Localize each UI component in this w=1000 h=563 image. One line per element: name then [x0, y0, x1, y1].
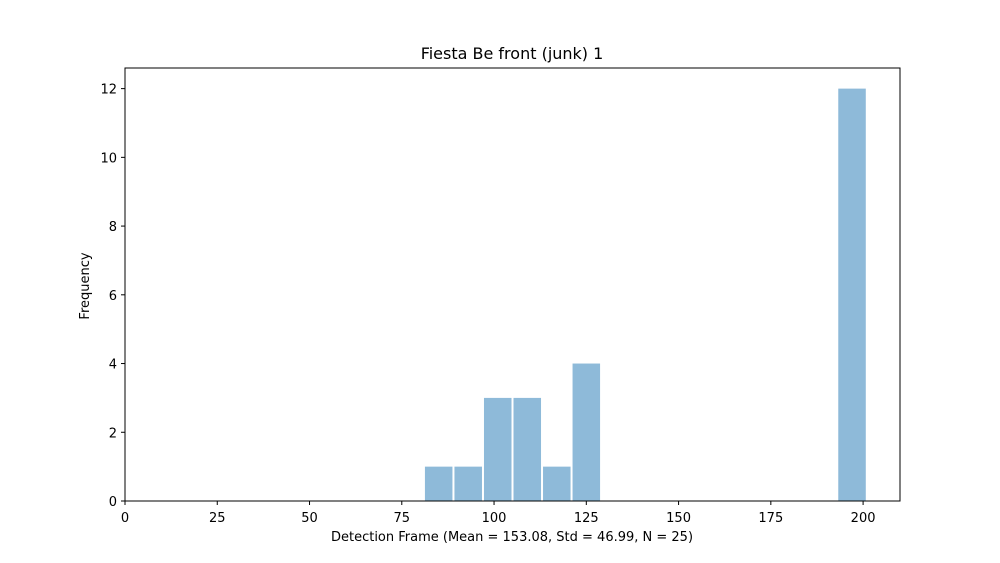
x-tick-label: 125 — [574, 511, 599, 526]
y-axis-ticks: 0 2 4 6 8 10 12 — [100, 83, 125, 510]
x-axis-label: Detection Frame (Mean = 153.08, Std = 46… — [331, 530, 693, 545]
y-tick-label: 8 — [109, 220, 117, 235]
chart-title: Fiesta Be front (junk) 1 — [421, 44, 604, 63]
x-tick-label: 25 — [209, 511, 226, 526]
y-axis-label: Frequency — [78, 252, 93, 319]
plot-frame — [124, 67, 901, 502]
y-tick-label: 6 — [109, 289, 117, 304]
x-tick-label: 175 — [758, 511, 783, 526]
y-tick-label: 12 — [100, 83, 117, 98]
x-tick-label: 50 — [301, 511, 318, 526]
x-tick-label: 200 — [851, 511, 876, 526]
histogram-bar — [513, 397, 542, 501]
bars-group — [424, 88, 866, 501]
y-tick-label: 0 — [109, 495, 117, 510]
histogram-bar — [572, 363, 601, 501]
x-axis-ticks: 0 25 50 75 100 125 150 175 200 — [121, 501, 876, 526]
y-tick-label: 4 — [109, 358, 117, 373]
histogram-bar — [543, 466, 571, 501]
histogram-bar — [424, 466, 453, 501]
x-tick-label: 100 — [482, 511, 507, 526]
x-tick-label: 0 — [121, 511, 129, 526]
y-tick-label: 10 — [100, 151, 117, 166]
x-tick-label: 75 — [394, 511, 411, 526]
y-tick-label: 2 — [109, 426, 117, 441]
histogram-bar — [454, 466, 482, 501]
histogram-bar — [838, 88, 866, 501]
histogram-bar — [483, 397, 512, 501]
x-tick-label: 150 — [666, 511, 691, 526]
